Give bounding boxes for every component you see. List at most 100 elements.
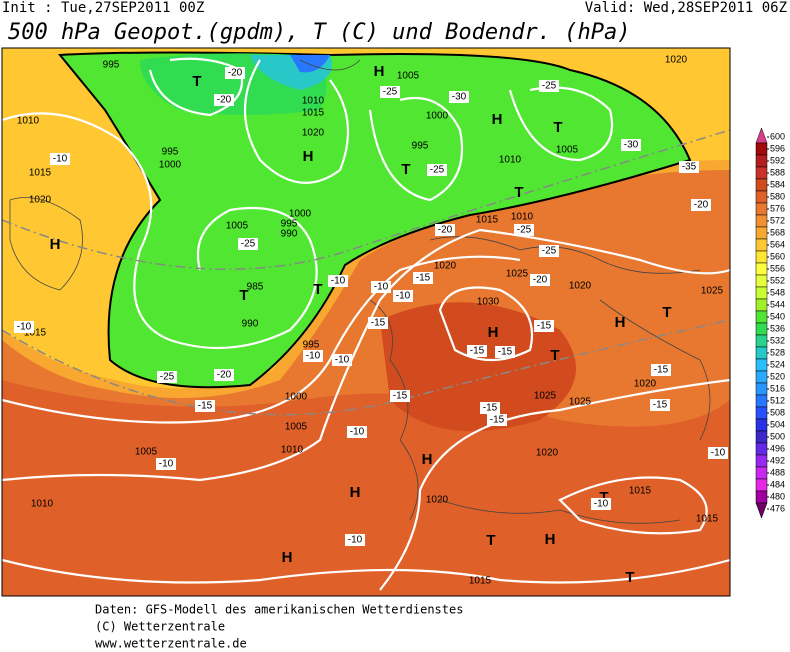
colorbar-label: 600: [770, 131, 785, 141]
isobar-label: 1020: [665, 55, 688, 66]
colorbar-box: [755, 466, 768, 480]
isobar-label: 995: [103, 60, 120, 71]
temp-label-box: [347, 426, 367, 438]
colorbar-label: 512: [770, 395, 785, 405]
pressure-center: H: [492, 111, 503, 128]
colorbar-label: 592: [770, 155, 785, 165]
temp-label-box: [413, 272, 433, 284]
pressure-center: H: [350, 484, 361, 501]
colorbar-label: 532: [770, 335, 785, 345]
temperature-label: -15: [371, 318, 386, 329]
colorbar-box: [755, 202, 768, 216]
temp-label-box: [390, 390, 410, 402]
colorbar-label: 564: [770, 239, 785, 249]
isobar-label: 1000: [285, 392, 308, 403]
colorbar-box: [755, 322, 768, 336]
pressure-center: H: [303, 148, 314, 165]
temperature-label: -25: [542, 246, 557, 257]
colorbar-arrow: [755, 127, 768, 144]
temp-label-box: [539, 245, 559, 257]
pressure-center: H: [615, 314, 626, 331]
isobar-label: 1010: [499, 155, 522, 166]
colorbar-box: [755, 250, 768, 264]
temperature-label: -10: [374, 282, 389, 293]
colorbar-label: 508: [770, 407, 785, 417]
isobar-label: 1010: [302, 96, 325, 107]
temp-label-box: [332, 354, 352, 366]
temperature-label: -20: [217, 95, 232, 106]
isobar-label: 1010: [17, 116, 40, 127]
colorbar-label: 596: [770, 143, 785, 153]
isobar-label: 1005: [556, 145, 579, 156]
pressure-center: H: [282, 549, 293, 566]
temperature-label: -15: [470, 346, 485, 357]
temperature-label: -10: [396, 291, 411, 302]
temp-label-box: [371, 281, 391, 293]
temperature-label: -10: [306, 351, 321, 362]
temperature-label: -10: [594, 499, 609, 510]
temperature-label: -15: [654, 365, 669, 376]
temperature-label: -10: [711, 448, 726, 459]
temperature-label: -25: [241, 239, 256, 250]
colorbar-box: [755, 370, 768, 384]
isobar-label: 990: [242, 319, 259, 330]
temp-label-box: [368, 317, 388, 329]
isobar-label: 1010: [511, 212, 534, 223]
temperature-label: -15: [537, 321, 552, 332]
warm-core: [380, 302, 576, 432]
colorbar-label: 520: [770, 371, 785, 381]
colorbar-label: 572: [770, 215, 785, 225]
isobar: [148, 57, 244, 117]
isobar-label: 1005: [397, 71, 420, 82]
footer-line: (C) Wetterzentrale: [95, 620, 225, 634]
isobar-label: 990: [281, 229, 298, 240]
colorbar-box: [755, 166, 768, 180]
colorbar-label: 500: [770, 431, 785, 441]
isobar-label: 1025: [534, 391, 557, 402]
isobar-label: 1015: [696, 514, 719, 525]
pressure-center: T: [401, 161, 410, 178]
isobar-label: 1025: [701, 286, 724, 297]
temperature-label: -15: [393, 391, 408, 402]
temperature-label: -10: [331, 276, 346, 287]
pressure-center: T: [192, 73, 201, 90]
warm-area: [2, 380, 730, 596]
temp-label-box: [345, 534, 365, 546]
colorbar-label: 516: [770, 383, 785, 393]
isobar: [508, 86, 614, 162]
isobar-label: 1000: [289, 209, 312, 220]
valid-time: Valid: Wed,28SEP2011 06Z: [585, 0, 787, 16]
colorbar-label: 484: [770, 479, 785, 489]
temperature-label: -10: [335, 355, 350, 366]
temp-label-box: [467, 345, 487, 357]
footer-line: www.wetterzentrale.de: [95, 637, 247, 649]
colorbar-label: 528: [770, 347, 785, 357]
colorbar-box: [755, 346, 768, 360]
colorbar-label: 580: [770, 191, 785, 201]
temp-label-box: [156, 458, 176, 470]
isobar-label: 1005: [285, 422, 308, 433]
colorbar-box: [755, 298, 768, 312]
isobar-label: 1025: [569, 397, 592, 408]
isobar-label: 1015: [24, 328, 47, 339]
isobar: [244, 59, 350, 184]
temperature-label: -20: [217, 370, 232, 381]
init-time: Init : Tue,27SEP2011 00Z: [2, 0, 204, 16]
temperature-label: -30: [624, 140, 639, 151]
isobar-label: 1015: [469, 576, 492, 587]
temperature-label: -15: [653, 400, 668, 411]
temp-label-box: [14, 321, 34, 333]
temperature-label: -20: [438, 225, 453, 236]
colorbar-box: [755, 454, 768, 468]
isobar-label: 1020: [29, 195, 52, 206]
isobar-label: 1015: [629, 486, 652, 497]
colorbar-label: 488: [770, 467, 785, 477]
title: 500 hPa Geopot.(gpdm), T (C) und Bodendr…: [8, 20, 631, 45]
temp-label-box: [621, 139, 641, 151]
isobar: [2, 558, 730, 584]
colorbar-box: [755, 382, 768, 396]
colorbar-box: [755, 262, 768, 276]
isobar-label: 1015: [29, 168, 52, 179]
isobar-label: 995: [412, 141, 429, 152]
